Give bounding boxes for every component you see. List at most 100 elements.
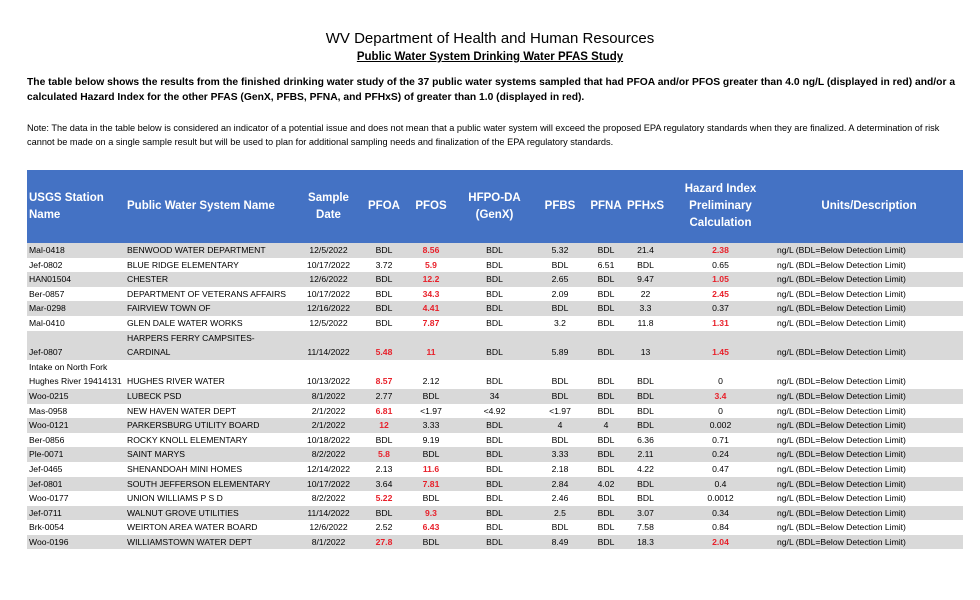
table-cell: 0.71 [712, 434, 729, 445]
table-cell: BDL [486, 274, 503, 285]
table-cell: 12/6/2022 [309, 274, 348, 285]
table-cell: BDL [637, 478, 654, 489]
table-cell: ng/L (BDL=Below Detection Limit) [777, 303, 906, 314]
table-cell: BDL [597, 317, 615, 328]
column-header: HFPO-DA (GenX) [456, 170, 533, 243]
table-cell: GLEN DALE WATER WORKS [127, 317, 243, 328]
table-cell: 8.57 [375, 376, 393, 387]
table-cell: ng/L (BDL=Below Detection Limit) [777, 420, 906, 431]
table-cell: BDL [551, 303, 569, 314]
table-row: Jef-0802 BLUE RIDGE ELEMENTARY 10/17/2022 3… [27, 258, 963, 273]
table-cell: 2.52 [375, 522, 393, 533]
table-cell: BDL [375, 288, 393, 299]
table-cell: BDL [637, 493, 654, 504]
table-cell: 3.2 [554, 317, 566, 328]
table-cell: WALNUT GROVE UTILITIES [127, 507, 239, 518]
table-cell: BDL [486, 449, 503, 460]
table-row: Mal-0410 GLEN DALE WATER WORKS 12/5/2022 BD… [27, 316, 963, 331]
table-cell: 3.33 [551, 449, 569, 460]
table-cell: ng/L (BDL=Below Detection Limit) [777, 245, 906, 255]
table-cell: BDL [375, 303, 393, 314]
table-cell: ng/L (BDL=Below Detection Limit) [777, 536, 906, 547]
table-cell: ng/L (BDL=Below Detection Limit) [777, 463, 906, 474]
table-cell: BDL [486, 493, 503, 504]
table-cell: 2.65 [551, 274, 569, 285]
table-cell: BDL [486, 303, 503, 314]
table-cell: 3.72 [375, 259, 393, 270]
table-cell: BDL [551, 376, 569, 387]
table-cell: BENWOOD WATER DEPARTMENT [127, 245, 266, 255]
table-cell: 18.3 [637, 536, 654, 547]
note: Note: The data in the table below is con… [27, 123, 940, 147]
table-cell: ng/L (BDL=Below Detection Limit) [777, 347, 906, 358]
table-row: Woo-0121 PARKERSBURG UTILITY BOARD 2/1/202… [27, 418, 963, 433]
table-cell: Mas-0958 [29, 405, 68, 416]
table-cell: 0 [718, 376, 723, 387]
table-cell: Intake on North Fork Hughes River 194141… [29, 361, 122, 387]
table-cell: Ple-0071 [29, 449, 64, 460]
table-cell: 5.89 [551, 347, 569, 358]
table-cell: 12.2 [422, 274, 440, 285]
table-cell: Mar-0298 [29, 303, 66, 314]
table-cell: BDL [422, 390, 440, 401]
table-row: Mal-0418 BENWOOD WATER DEPARTMENT 12/5/202… [27, 243, 963, 258]
table-cell: 0 [718, 405, 723, 416]
table-cell: LUBECK PSD [127, 390, 182, 401]
table-cell: BDL [597, 376, 615, 387]
table-cell: PARKERSBURG UTILITY BOARD [127, 420, 260, 431]
table-cell: Jef-0711 [29, 507, 62, 518]
table-cell: ng/L (BDL=Below Detection Limit) [777, 434, 906, 445]
table-cell: 2.04 [712, 536, 729, 547]
table-cell: HUGHES RIVER WATER [127, 376, 225, 387]
table-cell: BDL [597, 522, 615, 533]
results-table: USGS Station Name Public Water System Nam… [27, 170, 963, 550]
table-cell: BDL [486, 259, 503, 270]
table-cell: UNION WILLIAMS P S D [127, 493, 223, 504]
table-cell: ng/L (BDL=Below Detection Limit) [777, 478, 906, 489]
table-cell: 3.3 [639, 303, 652, 314]
table-cell: 8/1/2022 [311, 390, 346, 401]
table-cell: 10/18/2022 [306, 434, 350, 445]
table-cell: 10/17/2022 [306, 288, 350, 299]
table-cell: ng/L (BDL=Below Detection Limit) [777, 288, 906, 299]
subtitle: Public Water System Drinking Water PFAS … [356, 51, 624, 63]
table-row: Jef-0711 WALNUT GROVE UTILITIES 11/14/2022… [27, 505, 963, 521]
table-cell: 4.22 [637, 463, 654, 474]
table-cell: BLUE RIDGE ELEMENTARY [127, 259, 239, 270]
table-cell: <1.97 [420, 405, 442, 416]
table-cell: 7.87 [422, 317, 440, 328]
table-row: Ple-0071 SAINT MARYS 8/2/2022 5.8 BDL BDL 3.33… [27, 447, 963, 462]
table-cell: 0.37 [712, 303, 729, 314]
table-cell: Woo-0121 [29, 420, 69, 431]
column-header: Hazard Index Preliminary Calculation [666, 170, 775, 243]
table-cell: BDL [597, 463, 615, 474]
table-cell: 9.19 [422, 434, 440, 445]
table-cell: ng/L (BDL=Below Detection Limit) [777, 376, 906, 387]
table-cell: Ber-0856 [29, 434, 65, 445]
table-cell: 2.13 [375, 463, 393, 474]
table-cell: NEW HAVEN WATER DEPT [127, 405, 237, 416]
table-cell: BDL [597, 347, 615, 358]
table-cell: 4.41 [422, 303, 440, 314]
table-cell: 8.56 [422, 245, 440, 255]
table-cell: 2.18 [551, 463, 569, 474]
table-cell: Brk-0054 [29, 522, 64, 533]
table-cell: 10/17/2022 [306, 478, 350, 489]
table-cell: 11/14/2022 [307, 347, 350, 358]
table-cell: 2/1/2022 [311, 420, 346, 431]
table-cell: BDL [375, 274, 393, 285]
table-cell: BDL [486, 245, 503, 255]
table-cell: BDL [637, 376, 654, 387]
table-cell: 3.4 [714, 390, 727, 401]
table-cell: 10/17/2022 [306, 259, 350, 270]
table-cell: SOUTH JEFFERSON ELEMENTARY [127, 478, 271, 489]
table-cell: BDL [597, 390, 615, 401]
table-cell: Jef-0802 [29, 259, 63, 270]
table-cell: 10/13/2022 [306, 376, 350, 387]
table-row: Jef-0465 SHENANDOAH MINI HOMES 12/14/2022 2… [27, 462, 963, 477]
table-cell: 3.64 [375, 478, 393, 489]
table-cell: BDL [597, 507, 615, 518]
table-row: Woo-0196 WILLIAMSTOWN WATER DEPT 8/1/2022 2… [27, 534, 963, 550]
table-cell: Mal-0418 [29, 245, 65, 255]
table-cell: BDL [375, 317, 393, 328]
